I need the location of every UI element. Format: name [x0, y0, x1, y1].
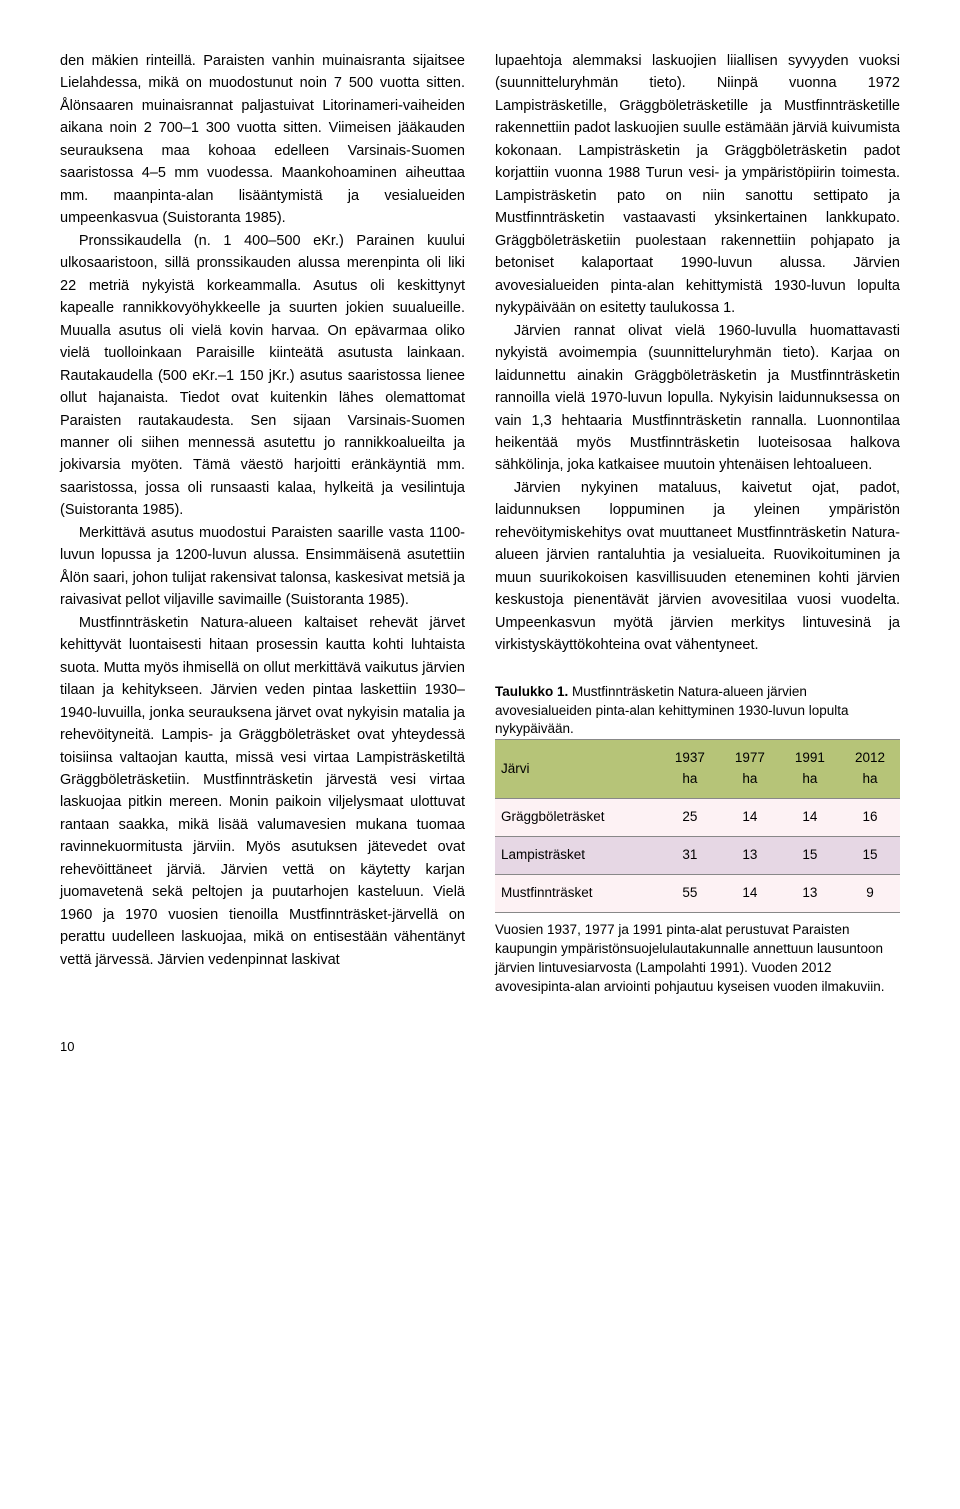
- two-column-layout: den mäkien rinteillä. Paraisten vanhin m…: [60, 50, 900, 997]
- right-column: lupaehtoja alemmaksi laskuojien liiallis…: [495, 50, 900, 997]
- table-header-row: Järvi 1937ha 1977ha 1991ha 2012ha: [495, 740, 900, 799]
- table-cell: 15: [840, 837, 900, 875]
- table-cell: 15: [780, 837, 840, 875]
- table-cell: 9: [840, 875, 900, 913]
- body-paragraph: Järvien nykyinen mataluus, kaivetut ojat…: [495, 477, 900, 657]
- left-column: den mäkien rinteillä. Paraisten vanhin m…: [60, 50, 465, 997]
- table-header-cell: 1977ha: [720, 740, 780, 799]
- body-paragraph: Järvien rannat olivat vielä 1960-luvulla…: [495, 320, 900, 477]
- table-row: Mustfinnträsket 55 14 13 9: [495, 875, 900, 913]
- table-cell: 16: [840, 799, 900, 837]
- table-row: Lampisträsket 31 13 15 15: [495, 837, 900, 875]
- table-footnote: Vuosien 1937, 1977 ja 1991 pinta-alat pe…: [495, 921, 900, 997]
- table-cell: 13: [720, 837, 780, 875]
- body-paragraph: Merkittävä asutus muodostui Paraisten sa…: [60, 522, 465, 612]
- table-cell: 31: [660, 837, 720, 875]
- table-body: Gräggböleträsket 25 14 14 16 Lampisträsk…: [495, 799, 900, 913]
- page-number: 10: [60, 1037, 900, 1057]
- table-cell: 14: [780, 799, 840, 837]
- body-paragraph: lupaehtoja alemmaksi laskuojien liiallis…: [495, 50, 900, 320]
- table-caption: Taulukko 1. Mustfinnträsketin Natura-alu…: [495, 683, 900, 740]
- table-cell: Mustfinnträsket: [495, 875, 660, 913]
- table-header-cell: 2012ha: [840, 740, 900, 799]
- table-header-cell: Järvi: [495, 740, 660, 799]
- table-header-cell: 1991ha: [780, 740, 840, 799]
- table-cell: 13: [780, 875, 840, 913]
- body-paragraph: Mustfinnträsketin Natura-alueen kaltaise…: [60, 612, 465, 972]
- body-paragraph: Pronssikaudella (n. 1 400–500 eKr.) Para…: [60, 230, 465, 522]
- lake-area-table: Järvi 1937ha 1977ha 1991ha 2012ha Gräggb…: [495, 739, 900, 913]
- table-header-cell: 1937ha: [660, 740, 720, 799]
- body-paragraph: den mäkien rinteillä. Paraisten vanhin m…: [60, 50, 465, 230]
- table-cell: Gräggböleträsket: [495, 799, 660, 837]
- table-row: Gräggböleträsket 25 14 14 16: [495, 799, 900, 837]
- table-caption-label: Taulukko 1.: [495, 684, 568, 699]
- table-cell: 55: [660, 875, 720, 913]
- table-cell: Lampisträsket: [495, 837, 660, 875]
- table-cell: 25: [660, 799, 720, 837]
- table-cell: 14: [720, 799, 780, 837]
- table-cell: 14: [720, 875, 780, 913]
